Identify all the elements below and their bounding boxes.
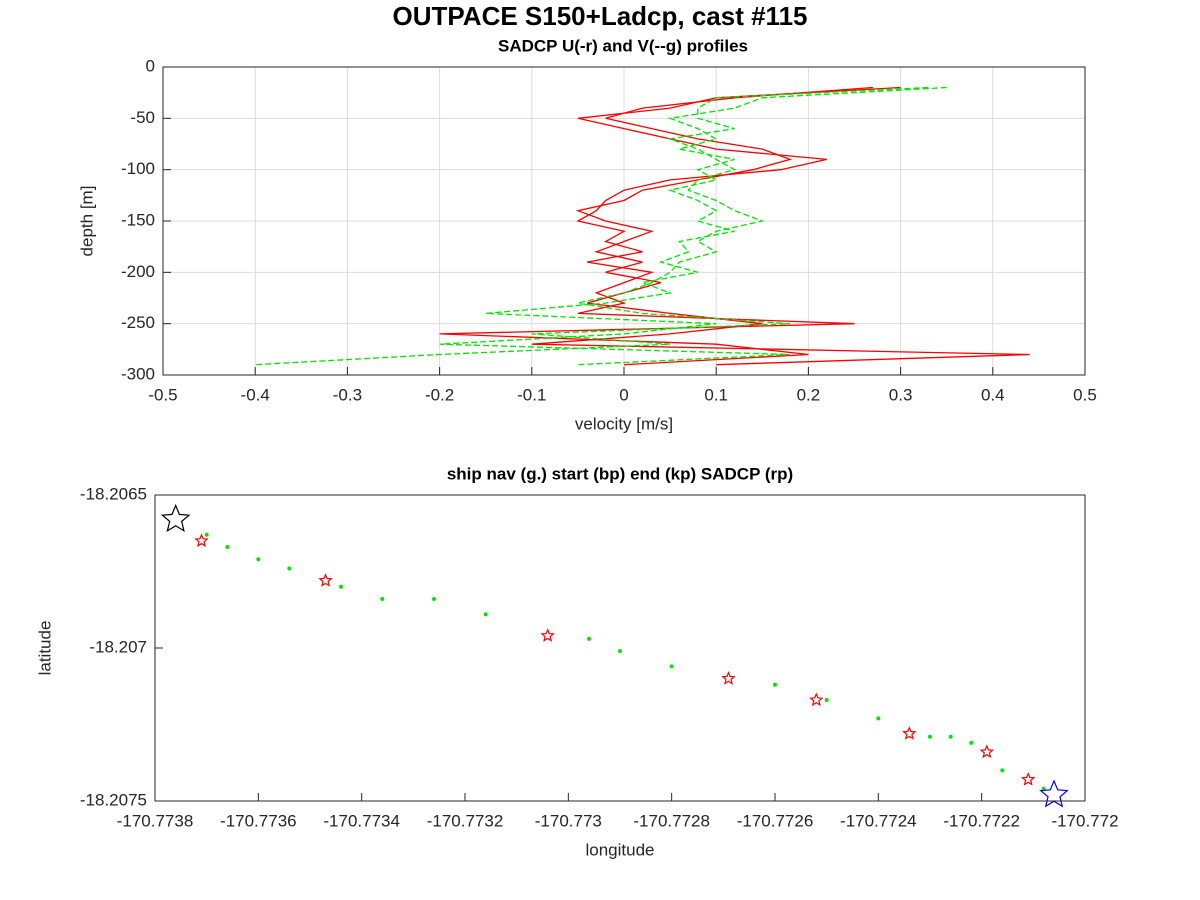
- nav-point: [204, 532, 209, 537]
- sadcp-point: [721, 671, 736, 685]
- x-tick-label: -170.7728: [633, 811, 710, 830]
- nav-point: [225, 545, 230, 550]
- nav-point: [969, 740, 974, 745]
- x-tick-label: 0.1: [704, 385, 728, 404]
- x-axis-label: velocity [m/s]: [575, 414, 673, 433]
- nav-point: [773, 682, 777, 687]
- x-tick-label: -170.7726: [737, 811, 814, 830]
- x-tick-label: -170.7738: [117, 811, 194, 830]
- nav-point: [432, 597, 436, 602]
- x-tick-label: -170.7724: [840, 811, 917, 830]
- sadcp-point: [979, 744, 994, 759]
- x-tick-label: -0.2: [425, 385, 454, 404]
- x-tick-label: -0.3: [333, 385, 362, 404]
- nav-point: [256, 557, 261, 562]
- sadcp-point: [318, 573, 333, 587]
- sadcp-point: [809, 692, 824, 707]
- sadcp-point: [540, 628, 555, 642]
- x-tick-label: -170.773: [535, 811, 602, 830]
- x-tick-label: 0.3: [889, 385, 913, 404]
- y-tick-label: -200: [121, 262, 155, 281]
- y-tick-label: -50: [130, 108, 155, 127]
- x-tick-label: -170.7722: [943, 811, 1020, 830]
- subtitle: SADCP U(-r) and V(--g) profiles: [498, 36, 748, 55]
- x-tick-label: 0.2: [797, 385, 821, 404]
- x-tick-label: 0.5: [1073, 385, 1097, 404]
- x-tick-label: -170.7736: [220, 811, 297, 830]
- sadcp-point: [902, 726, 917, 740]
- x-tick-label: -0.5: [148, 385, 177, 404]
- nav-point: [669, 664, 674, 669]
- x-axis-label: longitude: [585, 840, 654, 859]
- nav-point: [618, 649, 622, 654]
- y-axis-label: latitude: [35, 621, 54, 676]
- nav-point: [380, 597, 385, 602]
- y-tick-label: -18.207: [89, 637, 147, 656]
- y-tick-label: -250: [121, 313, 155, 332]
- profile-line: [255, 86, 929, 366]
- x-tick-label: -0.4: [241, 385, 270, 404]
- y-axis-label: depth [m]: [77, 186, 96, 257]
- y-tick-label: -18.2065: [80, 484, 147, 503]
- chart-title: ship nav (g.) start (bp) end (kp) SADCP …: [447, 464, 793, 483]
- nav-point: [483, 612, 488, 617]
- nav-point: [339, 584, 343, 589]
- sadcp-point: [194, 533, 209, 548]
- y-tick-label: -150: [121, 210, 155, 229]
- nav-point: [287, 566, 292, 571]
- profile-line: [439, 86, 947, 366]
- x-tick-label: -170.7732: [427, 811, 504, 830]
- nav-point: [876, 716, 881, 721]
- y-tick-label: -100: [121, 159, 155, 178]
- nav-point: [928, 734, 932, 739]
- nav-point: [824, 698, 829, 703]
- x-tick-label: -0.1: [517, 385, 546, 404]
- axes-box: [162, 66, 1086, 376]
- x-tick-label: -170.7734: [323, 811, 400, 830]
- x-tick-label: -170.772: [1051, 811, 1118, 830]
- figure-title: OUTPACE S150+Ladcp, cast #115: [393, 1, 808, 31]
- endpoint-star: [160, 503, 191, 533]
- nav-point: [587, 636, 591, 641]
- nav-point: [1000, 768, 1005, 773]
- nav-point: [948, 734, 953, 739]
- axes-box: [154, 494, 1086, 802]
- x-tick-label: 0.4: [981, 385, 1005, 404]
- sadcp-point: [1021, 772, 1036, 786]
- y-tick-label: -18.2075: [80, 790, 147, 809]
- y-tick-label: -300: [121, 364, 155, 383]
- y-tick-label: 0: [146, 56, 155, 75]
- x-tick-label: 0: [619, 385, 628, 404]
